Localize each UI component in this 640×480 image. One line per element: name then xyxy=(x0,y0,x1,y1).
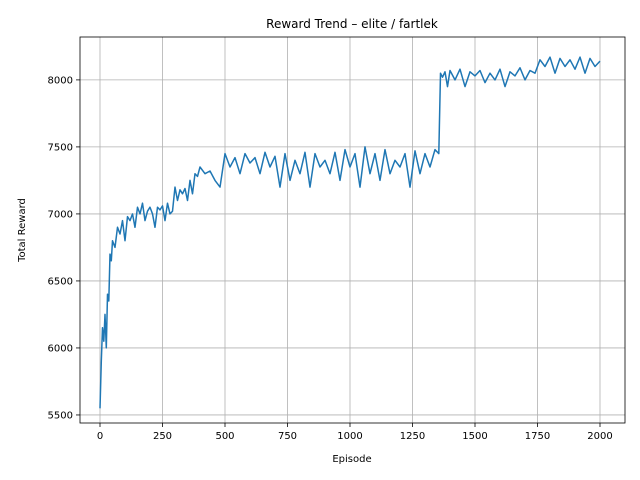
x-tick-label: 1750 xyxy=(525,431,550,442)
y-axis-label: Total Reward xyxy=(17,198,28,263)
y-tick-label: 6000 xyxy=(48,343,73,354)
chart-title: Reward Trend – elite / fartlek xyxy=(266,17,438,31)
y-tick-label: 7500 xyxy=(48,142,73,153)
y-tick-label: 5500 xyxy=(48,410,73,421)
series-line-0 xyxy=(99,56,601,409)
plot-area xyxy=(80,37,625,423)
y-tick-label: 7000 xyxy=(48,209,73,220)
y-tick-label: 8000 xyxy=(48,75,73,86)
x-axis-label: Episode xyxy=(332,454,371,465)
plot-frame xyxy=(79,36,626,424)
y-tick-label: 6500 xyxy=(48,276,73,287)
x-tick-label: 250 xyxy=(153,431,172,442)
x-axis: 0 250 500 750 1000 1250 1500 1750 2000 xyxy=(97,423,613,442)
series-group xyxy=(99,56,601,409)
x-tick-label: 500 xyxy=(215,431,234,442)
x-tick-label: 0 xyxy=(97,431,103,442)
y-axis: 5500 6000 6500 7000 7500 8000 xyxy=(48,75,80,421)
x-tick-label: 2000 xyxy=(587,431,612,442)
x-tick-label: 1000 xyxy=(337,431,362,442)
x-tick-label: 750 xyxy=(278,431,297,442)
x-tick-label: 1500 xyxy=(462,431,487,442)
grid xyxy=(80,37,625,423)
x-tick-label: 1250 xyxy=(400,431,425,442)
